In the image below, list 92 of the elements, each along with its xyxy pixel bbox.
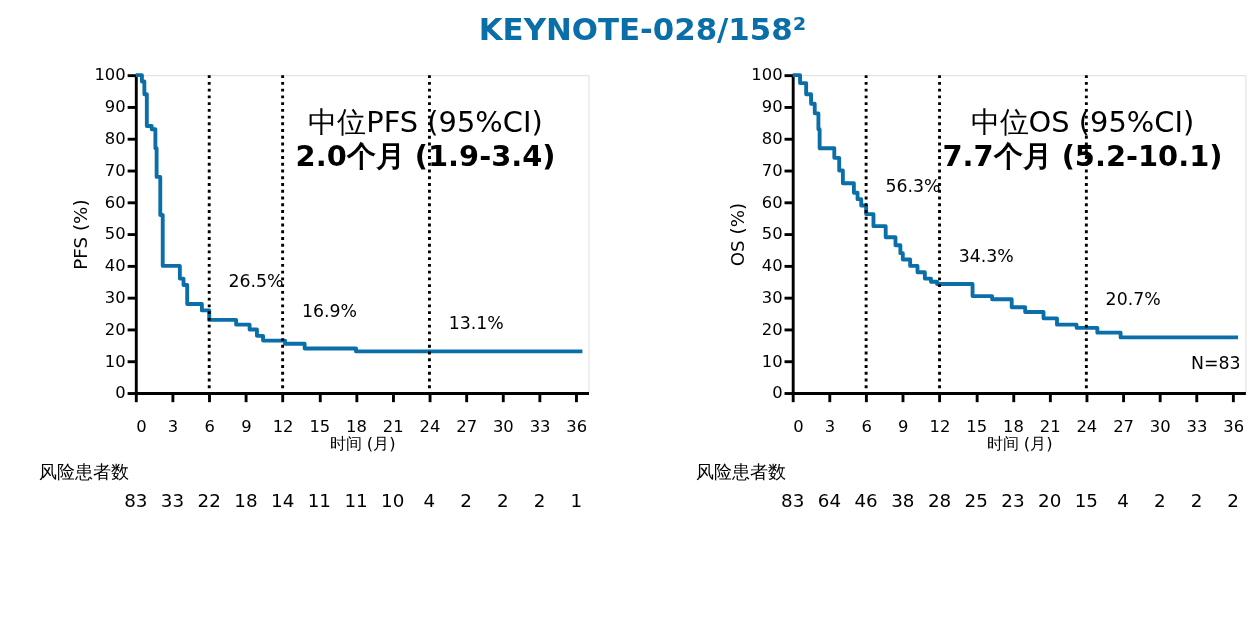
y-tick-label: 40 (761, 256, 783, 276)
text: 2 (1190, 489, 1203, 511)
text: 风险患者数 (39, 460, 130, 482)
text: 2 (460, 489, 472, 511)
text: 20 (1037, 489, 1062, 511)
text: 25 (964, 489, 988, 511)
text: KEYNOTE-028/158² (478, 11, 807, 48)
x-tick-label: 3 (167, 417, 179, 437)
y-tick-label: 70 (104, 160, 126, 180)
x-tick-label: 6 (204, 417, 215, 437)
text: 23 (1001, 489, 1025, 511)
x-tick-label: 24 (419, 417, 441, 437)
text: 2.0个月 (1.9-3.4) (295, 139, 556, 174)
text: 46 (854, 489, 878, 511)
x-tick-label: 33 (529, 417, 551, 437)
text: 2 (1153, 489, 1166, 511)
x-tick-label: 9 (241, 417, 252, 437)
x-tick-label: 15 (309, 417, 331, 437)
text: 83 (124, 489, 148, 511)
annotation: 26.5% (228, 270, 284, 291)
annotation: 56.3% (885, 175, 941, 196)
y-tick-label: 80 (104, 129, 126, 149)
y-tick-label: 10 (761, 351, 783, 371)
x-tick-label: 36 (566, 417, 588, 437)
y-tick-label: 20 (104, 319, 126, 339)
text: 2 (533, 489, 546, 511)
x-tick-label: 27 (456, 417, 478, 437)
y-tick-label: 90 (104, 97, 126, 117)
text: 33 (160, 489, 185, 511)
y-tick-label: 60 (104, 192, 126, 212)
annotation: 16.9% (301, 301, 357, 322)
y-tick-label: 40 (104, 256, 126, 276)
text: 2 (497, 489, 509, 511)
y-axis-title: OS (%) (726, 202, 748, 267)
text: 11 (344, 489, 368, 511)
y-tick-label: 90 (761, 97, 783, 117)
y-tick-label: 80 (761, 129, 783, 149)
x-tick-label: 21 (1039, 417, 1061, 437)
x-tick-label: 30 (1149, 417, 1171, 437)
x-tick-label: 18 (1003, 417, 1024, 437)
annotation: 13.1% (448, 313, 504, 334)
text: 18 (234, 489, 258, 511)
x-tick-label: 12 (929, 417, 951, 437)
y-tick-label: 100 (94, 65, 126, 85)
text: 4 (423, 489, 436, 511)
text: 14 (270, 489, 295, 511)
x-tick-label: 24 (1076, 417, 1098, 437)
x-tick-label: 0 (136, 417, 147, 437)
y-tick-label: 70 (761, 160, 783, 180)
x-tick-label: 3 (824, 417, 836, 437)
y-tick-label: 50 (761, 224, 783, 244)
text: 64 (817, 489, 842, 511)
x-tick-label: 21 (382, 417, 404, 437)
y-axis-title: PFS (%) (69, 199, 91, 270)
annotation: 34.3% (958, 245, 1014, 266)
y-tick-label: 50 (104, 224, 126, 244)
y-tick-label: 0 (115, 383, 126, 403)
x-tick-label: 18 (346, 417, 367, 437)
text: 4 (1117, 489, 1129, 511)
text: 15 (1074, 489, 1098, 511)
x-tick-label: 6 (861, 417, 872, 437)
text: 28 (927, 489, 952, 511)
x-tick-label: 9 (898, 417, 909, 437)
x-tick-label: 0 (793, 417, 804, 437)
x-tick-label: 33 (1186, 417, 1208, 437)
text: 11 (307, 489, 331, 511)
y-tick-label: 30 (104, 287, 126, 307)
text: 83 (781, 489, 805, 511)
text: 10 (381, 489, 405, 511)
text: 中位PFS (95%CI) (308, 104, 543, 139)
x-tick-label: 30 (492, 417, 514, 437)
x-axis-title: 时间 (月) (329, 434, 396, 454)
y-tick-label: 30 (761, 287, 783, 307)
x-tick-label: 15 (966, 417, 988, 437)
x-tick-label: 36 (1223, 417, 1245, 437)
text: 1 (570, 489, 583, 511)
annotation: 20.7% (1105, 289, 1161, 310)
annotation: N=83 (1191, 352, 1241, 373)
text: 风险患者数 (696, 460, 787, 482)
x-axis-title: 时间 (月) (986, 434, 1053, 454)
text: 38 (891, 489, 915, 511)
y-tick-label: 60 (761, 192, 783, 212)
y-tick-label: 20 (761, 319, 783, 339)
text: 2 (1227, 489, 1239, 511)
y-tick-label: 10 (104, 351, 126, 371)
x-tick-label: 27 (1113, 417, 1134, 437)
y-tick-label: 100 (751, 65, 783, 85)
x-tick-label: 12 (272, 417, 294, 437)
text: 22 (197, 489, 221, 511)
text: 中位OS (95%CI) (970, 104, 1195, 139)
y-tick-label: 0 (772, 383, 783, 403)
text: 7.7个月 (5.2-10.1) (942, 139, 1223, 174)
